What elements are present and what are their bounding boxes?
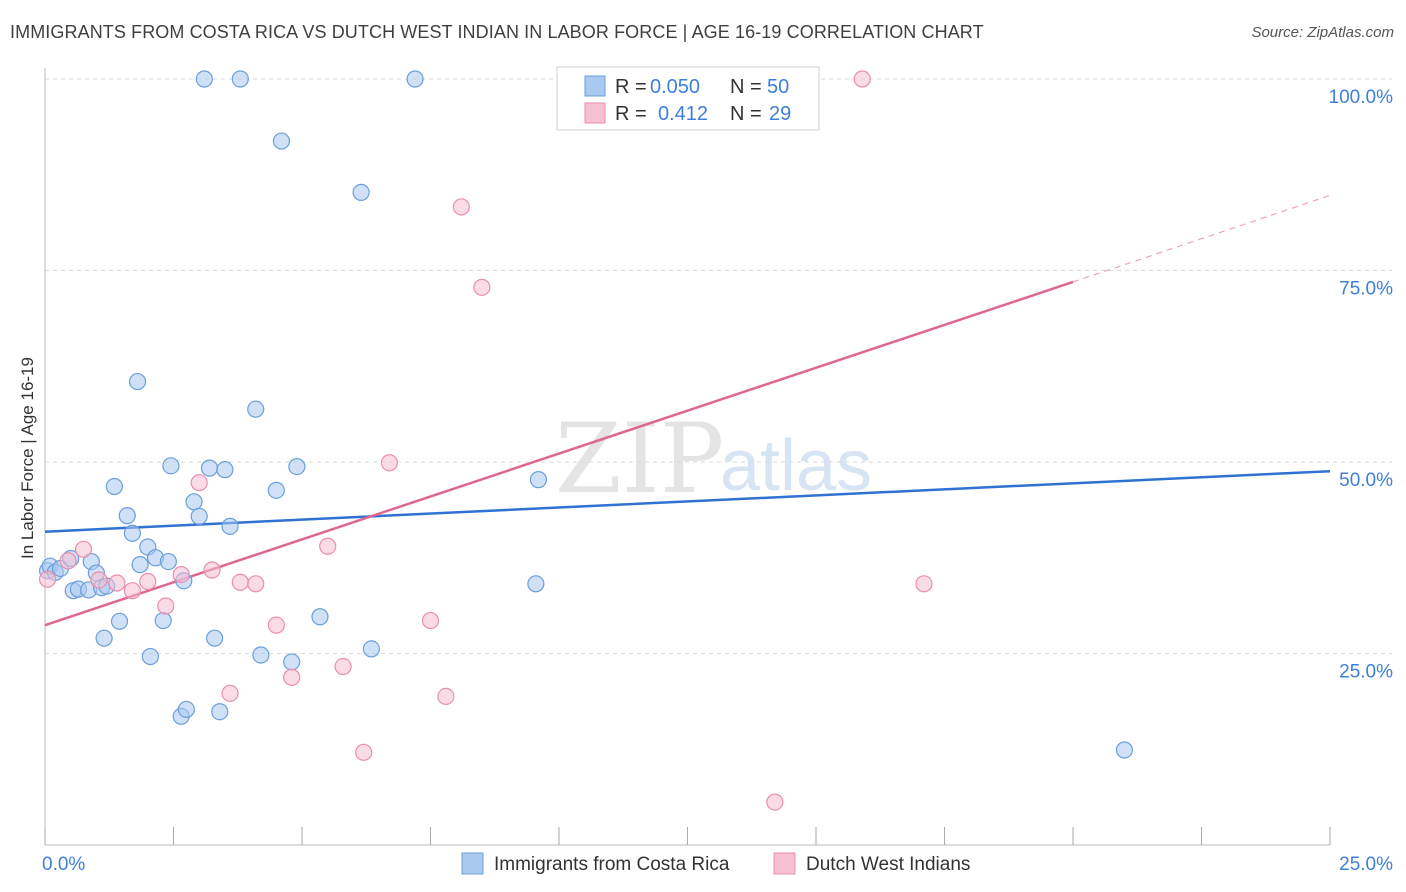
x-tick-label-max: 25.0% — [1339, 854, 1393, 875]
axes: 0.0% 25.0% — [42, 68, 1393, 875]
point-pink — [38, 570, 57, 588]
point-blue — [131, 556, 149, 574]
point-blue — [283, 653, 301, 671]
point-pink — [267, 616, 285, 634]
point-pink — [157, 597, 175, 615]
point-pink — [190, 474, 208, 492]
point-pink — [421, 611, 440, 630]
point-blue — [185, 493, 203, 511]
point-blue — [406, 70, 424, 88]
point-blue — [529, 471, 548, 489]
point-pink — [766, 793, 784, 811]
trendline-pink — [44, 280, 1074, 627]
point-pink — [247, 575, 265, 593]
point-blue — [247, 400, 265, 418]
point-blue — [200, 459, 219, 477]
point-pink — [203, 561, 221, 579]
point-pink — [452, 198, 470, 216]
legend-r-value-1: 0.050 — [650, 76, 700, 98]
legend: R = 0.050 N = 50 R = 0.412 N = 29 — [556, 66, 820, 131]
point-blue — [211, 703, 229, 721]
point-blue — [177, 700, 195, 719]
legend-n-label-1: N = — [730, 76, 762, 98]
point-pink — [473, 278, 491, 296]
point-blue — [1115, 741, 1134, 759]
point-blue — [162, 457, 180, 475]
point-blue — [123, 524, 141, 542]
point-blue — [195, 70, 213, 88]
point-blue — [352, 183, 370, 201]
point-blue — [272, 132, 291, 150]
point-blue — [527, 575, 545, 593]
point-pink — [437, 687, 455, 705]
point-pink — [231, 573, 249, 591]
point-blue — [105, 477, 123, 496]
point-pink — [139, 572, 157, 591]
point-pink — [283, 668, 301, 686]
point-blue — [231, 70, 249, 88]
watermark-atlas: atlas — [720, 426, 872, 506]
legend-n-value-2: 29 — [769, 103, 791, 125]
point-blue — [159, 552, 177, 571]
point-pink — [319, 537, 337, 555]
bottom-legend-swatch-pink — [773, 852, 796, 875]
legend-r-value-2: 0.412 — [658, 103, 708, 125]
point-blue — [95, 629, 113, 647]
bottom-legend-label-pink: Dutch West Indians — [806, 854, 970, 875]
legend-r-label-1: R = — [615, 76, 647, 98]
point-pink — [221, 684, 239, 702]
source-label: Source: ZipAtlas.com — [1251, 24, 1394, 41]
chart-title: IMMIGRANTS FROM COSTA RICA VS DUTCH WEST… — [10, 22, 984, 42]
y-tick-label: 100.0% — [1329, 87, 1394, 108]
bottom-legend-swatch-blue — [461, 852, 484, 875]
point-pink — [123, 582, 141, 600]
legend-swatch-pink — [584, 102, 606, 124]
watermark: ZIP atlas — [555, 403, 872, 515]
point-pink — [355, 743, 373, 761]
point-blue — [141, 647, 159, 666]
point-pink — [380, 454, 398, 472]
point-blue — [190, 507, 208, 525]
point-blue — [288, 457, 306, 476]
point-blue — [311, 608, 329, 626]
point-pink — [74, 540, 93, 558]
bottom-legend-label-blue: Immigrants from Costa Rica — [494, 854, 730, 875]
legend-r-label-2: R = — [615, 103, 647, 125]
point-blue — [221, 517, 239, 535]
trendline-extension-pink — [1072, 194, 1331, 283]
point-pink — [172, 566, 190, 584]
point-pink — [915, 575, 933, 593]
point-blue — [154, 611, 172, 630]
point-blue — [216, 461, 234, 479]
y-tick-label: 75.0% — [1339, 279, 1393, 300]
legend-n-value-1: 50 — [767, 76, 789, 98]
point-blue — [362, 640, 380, 658]
y-tick-label: 50.0% — [1339, 470, 1393, 491]
point-pink — [90, 571, 108, 589]
y-axis-label: In Labor Force | Age 16-19 — [18, 357, 37, 559]
watermark-zip: ZIP — [555, 403, 724, 515]
x-tick-label-min: 0.0% — [42, 854, 85, 875]
point-blue — [128, 372, 147, 391]
legend-n-label-2: N = — [730, 103, 762, 125]
point-blue — [118, 507, 136, 525]
point-blue — [206, 629, 224, 647]
y-tick-label: 25.0% — [1339, 662, 1393, 683]
point-pink — [108, 574, 126, 592]
trendline-blue — [44, 469, 1331, 533]
point-blue — [252, 646, 270, 664]
gridlines: 25.0% 50.0% 75.0% 100.0% — [45, 78, 1394, 683]
bottom-legend: Immigrants from Costa Rica Dutch West In… — [461, 852, 970, 875]
trendlines — [44, 194, 1331, 627]
point-blue — [267, 481, 285, 499]
point-pink — [59, 552, 77, 570]
legend-swatch-blue — [584, 75, 606, 97]
point-blue — [110, 612, 129, 630]
point-pink — [853, 70, 871, 88]
point-pink — [334, 657, 352, 676]
